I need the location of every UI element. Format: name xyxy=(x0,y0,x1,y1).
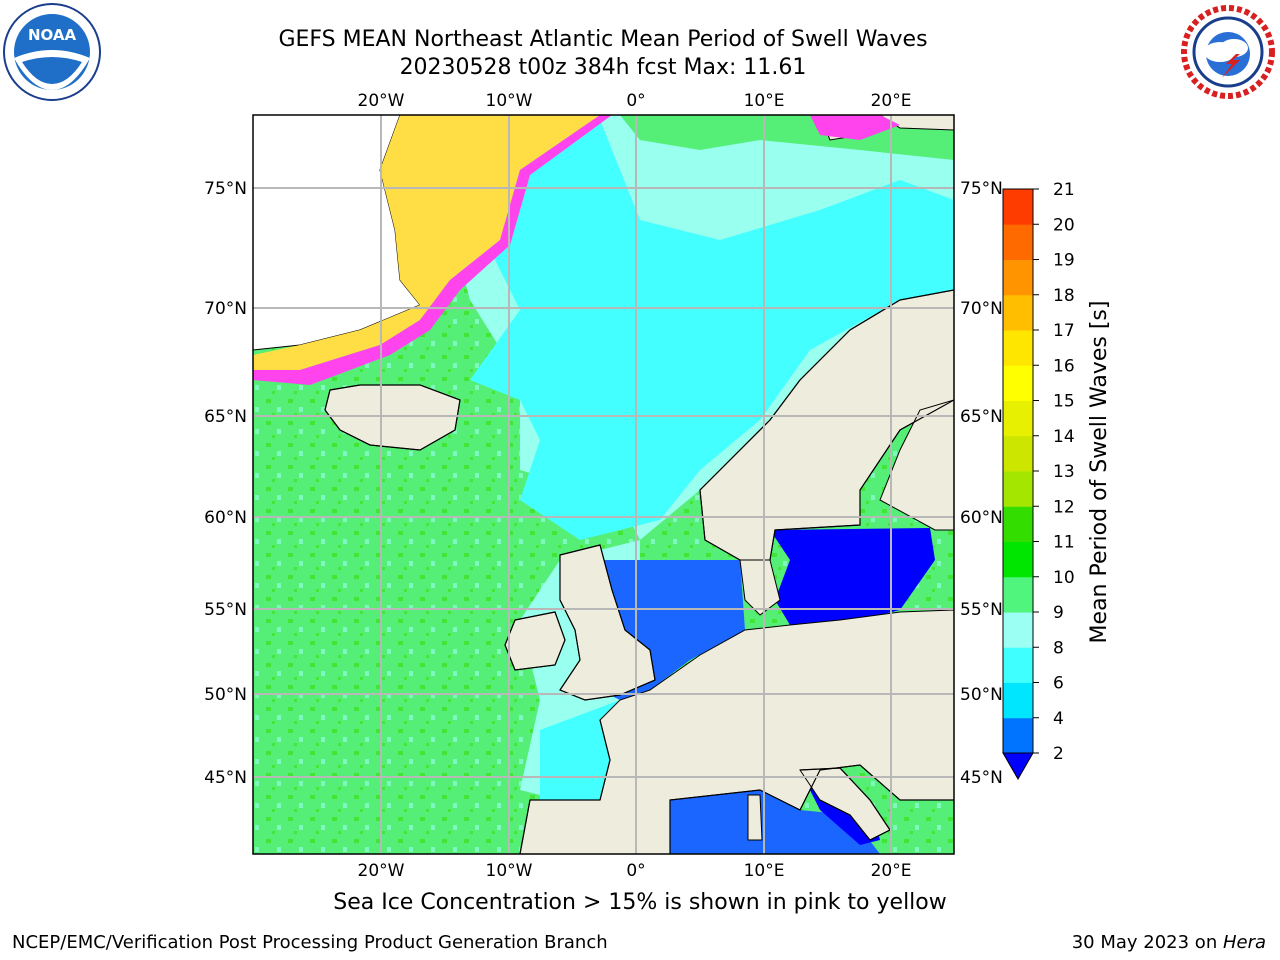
footer-date: 30 May 2023 on Hera xyxy=(1071,932,1266,953)
colorbar: 2 4 6 8 9 10 11 12 13 14 15 16 17 18 19 20 21 xyxy=(1002,180,1075,781)
sea-ice-edge-pink-north xyxy=(810,115,900,140)
latitude-label: 55°N xyxy=(960,600,1003,620)
chart-subtitle: 20230528 t00z 384h fcst Max: 11.61 xyxy=(399,55,807,80)
latitude-label: 70°N xyxy=(960,299,1003,319)
longitude-labels-bottom: 20°W 10°W 0° 10°E 20°E xyxy=(358,861,912,881)
latitude-labels-left: 75°N 70°N 65°N 60°N 55°N 50°N 45°N xyxy=(204,179,247,788)
colorbar-segment xyxy=(1003,612,1033,648)
colorbar-segment xyxy=(1003,541,1033,578)
colorbar-segment xyxy=(1003,224,1033,260)
colorbar-tick-label: 2 xyxy=(1053,744,1064,764)
latitude-label: 60°N xyxy=(204,508,247,528)
colorbar-tick-label: 21 xyxy=(1053,180,1075,200)
latitude-label: 65°N xyxy=(960,407,1003,427)
map-area xyxy=(253,115,954,854)
colorbar-tick-label: 14 xyxy=(1053,427,1075,447)
colorbar-extend-arrow xyxy=(1002,752,1034,781)
colorbar-segment xyxy=(1003,330,1033,366)
latitude-labels-right: 75°N 70°N 65°N 60°N 55°N 50°N 45°N xyxy=(960,179,1003,788)
colorbar-tick-label: 15 xyxy=(1053,392,1075,412)
footer-host: Hera xyxy=(1222,932,1266,953)
nws-logo xyxy=(1181,5,1275,99)
colorbar-tick-label: 12 xyxy=(1053,497,1075,517)
longitude-label: 0° xyxy=(626,91,645,111)
map-frame xyxy=(252,114,955,855)
colorbar-tick-label: 16 xyxy=(1053,356,1075,376)
latitude-label: 45°N xyxy=(960,768,1003,788)
longitude-label: 20°W xyxy=(358,91,405,111)
ocean-short-period-med xyxy=(660,790,880,854)
latitude-label: 60°N xyxy=(960,508,1003,528)
noaa-logo: NOAA xyxy=(3,3,101,101)
colorbar-segment xyxy=(1003,471,1033,507)
longitude-label: 10°E xyxy=(744,91,785,111)
latitude-label: 75°N xyxy=(204,179,247,199)
sea-ice-edge-yellow xyxy=(253,115,600,370)
colorbar-segment xyxy=(1003,682,1033,719)
latitude-label: 45°N xyxy=(204,768,247,788)
longitude-label: 20°W xyxy=(358,861,405,881)
latitude-label: 70°N xyxy=(204,299,247,319)
colorbar-segment xyxy=(1003,435,1033,472)
chart-title: GEFS MEAN Northeast Atlantic Mean Period… xyxy=(278,27,928,52)
colorbar-segment xyxy=(1003,647,1033,683)
longitude-labels-top: 20°W 10°W 0° 10°E 20°E xyxy=(358,91,912,111)
map-gridlines xyxy=(253,115,954,854)
ocean-very-short-baltic xyxy=(770,528,935,625)
colorbar-segment xyxy=(1003,189,1033,225)
colorbar-segment xyxy=(1003,717,1033,754)
colorbar-segment xyxy=(1003,400,1033,437)
latitude-label: 50°N xyxy=(204,685,247,705)
colorbar-segment xyxy=(1003,576,1033,613)
ocean-cyan-period xyxy=(470,120,954,540)
footer-credit: NCEP/EMC/Verification Post Processing Pr… xyxy=(12,932,608,953)
latitude-label: 75°N xyxy=(960,179,1003,199)
longitude-label: 10°W xyxy=(486,91,533,111)
colorbar-segment xyxy=(1003,506,1033,542)
colorbar-segment xyxy=(1003,365,1033,401)
longitude-label: 10°W xyxy=(486,861,533,881)
latitude-label: 50°N xyxy=(960,685,1003,705)
latitude-label: 55°N xyxy=(204,600,247,620)
longitude-label: 10°E xyxy=(744,861,785,881)
colorbar-tick-label: 9 xyxy=(1053,603,1064,623)
latitude-label: 65°N xyxy=(204,407,247,427)
sea-ice-caption: Sea Ice Concentration > 15% is shown in … xyxy=(333,890,947,915)
colorbar-segment xyxy=(1003,259,1033,296)
colorbar-tick-label: 19 xyxy=(1053,251,1075,271)
colorbar-label: Mean Period of Swell Waves [s] xyxy=(1087,301,1112,644)
colorbar-tick-label: 8 xyxy=(1053,638,1064,658)
colorbar-tick-label: 17 xyxy=(1053,321,1075,341)
longitude-label: 20°E xyxy=(871,861,912,881)
colorbar-tick-label: 18 xyxy=(1053,286,1075,306)
colorbar-tick-label: 20 xyxy=(1053,215,1075,235)
sea-ice-edge-pink xyxy=(253,115,612,385)
longitude-label: 20°E xyxy=(871,91,912,111)
colorbar-tick-label: 11 xyxy=(1053,533,1075,553)
longitude-label: 0° xyxy=(626,861,645,881)
colorbar-tick-label: 13 xyxy=(1053,462,1075,482)
colorbar-tick-label: 4 xyxy=(1053,709,1064,729)
colorbar-tick-label: 10 xyxy=(1053,568,1075,588)
colorbar-tick-label: 6 xyxy=(1053,674,1064,694)
colorbar-segment xyxy=(1003,294,1033,331)
noaa-logo-text: NOAA xyxy=(28,26,77,44)
